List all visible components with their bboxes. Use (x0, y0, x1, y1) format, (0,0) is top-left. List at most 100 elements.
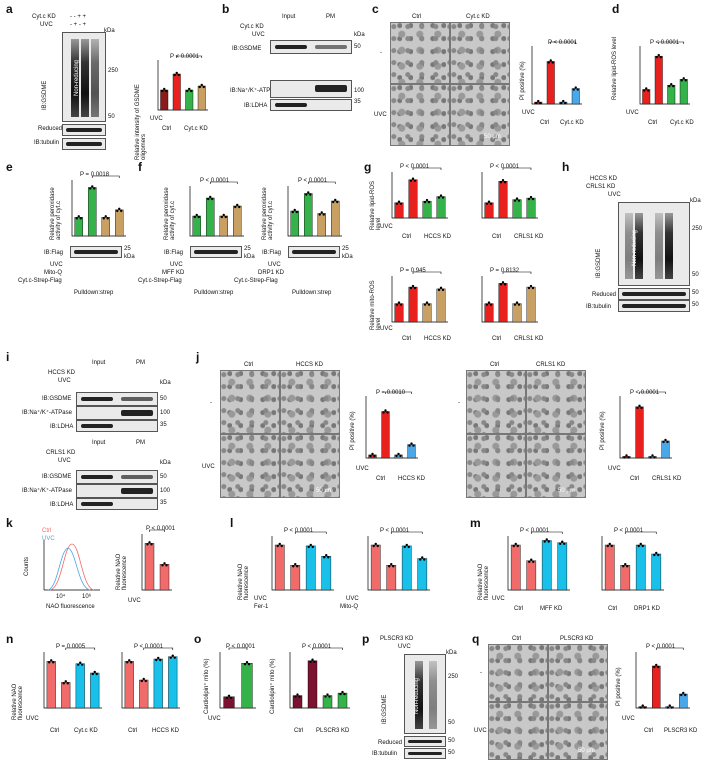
data-point (144, 679, 147, 683)
tubulin-label: IB:tubulin (372, 751, 398, 757)
data-point (427, 200, 431, 204)
blot-label: IB:Flag (44, 250, 64, 256)
row-label: Cyt.c-Strep-Flag (234, 278, 278, 284)
data-point (413, 286, 417, 290)
micrograph (450, 84, 510, 146)
marker-100: 100 (160, 410, 171, 416)
col-ctrl: Ctrl (244, 362, 254, 368)
y-axis-label: Relative peroxidase activity of cyt.c (164, 187, 176, 240)
data-point (372, 544, 375, 548)
data-point (81, 663, 84, 666)
data-point (148, 541, 151, 544)
uvc-label: UVC (356, 466, 369, 472)
gsdme-blot (76, 392, 158, 406)
data-point (320, 211, 323, 214)
data-point (336, 200, 339, 204)
bar (661, 440, 670, 459)
x-label-plscr3: PLSCR3 KD (664, 728, 698, 734)
bar (512, 199, 522, 219)
data-point (529, 284, 533, 288)
data-point (128, 659, 131, 662)
data-point (386, 411, 389, 414)
data-point (501, 281, 505, 284)
x-label-hccs: HCCS KD (424, 336, 452, 342)
marker-250: 250 (448, 674, 459, 680)
y-axis-label: Relative peroxidase activity of cyt.c (50, 187, 62, 240)
panel-o-label: o (194, 632, 202, 646)
data-point (169, 656, 172, 659)
marker-50: 50 (692, 290, 699, 296)
data-point (163, 562, 166, 565)
data-point (91, 185, 94, 188)
bar (667, 84, 676, 105)
bar (407, 444, 416, 459)
data-point (384, 409, 387, 412)
data-point (382, 411, 385, 414)
data-point (574, 86, 577, 89)
data-point (79, 661, 82, 664)
data-point (680, 693, 683, 697)
bar (124, 661, 134, 709)
data-point (126, 661, 129, 664)
chart-e (71, 175, 126, 237)
flag-blot (288, 246, 340, 258)
data-point (516, 544, 519, 548)
tick-1e4: 10⁴ (56, 594, 66, 600)
data-point (608, 542, 611, 546)
p-value: P < 0.0001 (200, 178, 230, 184)
p-value: P < 0.0001 (170, 54, 200, 60)
histogram (43, 540, 100, 591)
data-point (512, 544, 515, 548)
data-point (311, 545, 314, 549)
data-point (651, 454, 654, 457)
data-point (395, 202, 399, 205)
data-point (535, 101, 538, 105)
data-point (653, 553, 656, 557)
micrograph (526, 370, 586, 434)
x-label-ctrl: Ctrl (402, 234, 412, 240)
data-point (341, 690, 344, 694)
uvc-label: UVC (522, 110, 535, 116)
blot-label: IB:GSDME (42, 396, 72, 402)
data-point (517, 199, 521, 202)
y-axis-label: Relative NAO fluorescence (12, 683, 24, 720)
data-point (411, 177, 415, 180)
x-label-ctrl: Ctrl (514, 606, 524, 612)
bar (290, 565, 301, 591)
panel-l-label: l (230, 516, 234, 530)
data-point (102, 217, 105, 220)
data-point (376, 544, 379, 548)
data-point (641, 704, 644, 707)
bar (498, 283, 508, 323)
nonreducing-label: Non-reducing (632, 229, 638, 266)
x-label-ctrl: Ctrl (376, 476, 386, 482)
data-point (165, 89, 168, 93)
data-point (390, 563, 393, 566)
bar (144, 543, 155, 591)
panel-j-label: j (196, 350, 200, 364)
data-point (75, 217, 78, 220)
bar (192, 215, 202, 237)
p-value: P < 0.0001 (650, 40, 680, 46)
panel-n-label: n (6, 632, 14, 646)
panel-h-label: h (562, 160, 570, 174)
data-point (225, 696, 229, 699)
data-point (209, 195, 212, 199)
x-label-ctrl: Ctrl (630, 476, 640, 482)
bar (115, 209, 124, 237)
chart-l2 (367, 531, 430, 591)
data-point (397, 452, 400, 456)
significance-bracket (502, 271, 532, 274)
data-point (243, 663, 247, 666)
row-uvc: UVC (202, 464, 215, 470)
marker-50: 50 (692, 302, 699, 308)
significance-bracket (228, 647, 248, 650)
data-point (655, 551, 658, 555)
p-value: P < 0.0001 (226, 644, 256, 650)
bar (422, 200, 432, 219)
micrograph (466, 370, 526, 434)
bar (526, 197, 536, 219)
row-label: UVC (398, 644, 411, 650)
data-point (411, 284, 415, 288)
micrograph (488, 644, 548, 702)
